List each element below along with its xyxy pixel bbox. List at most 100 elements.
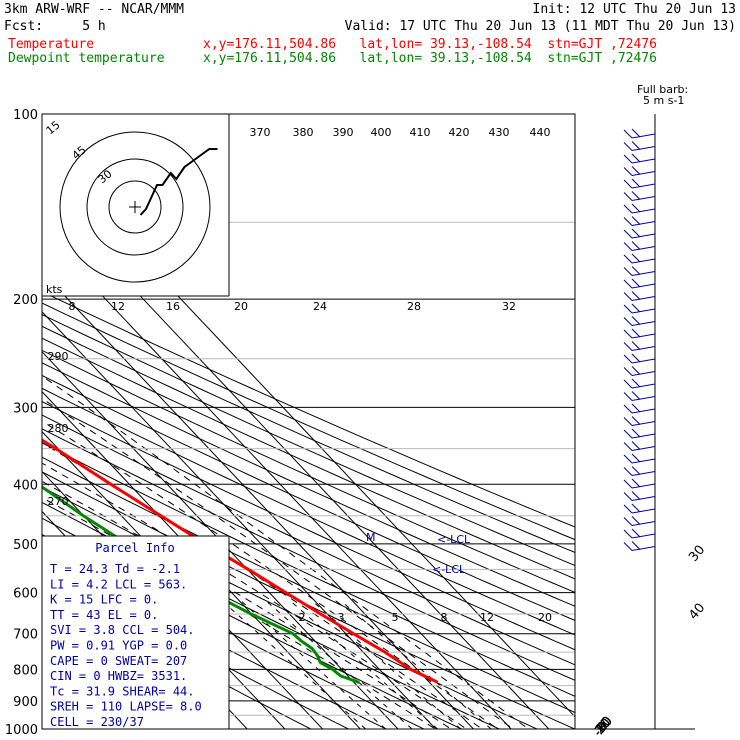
wind-barb xyxy=(623,229,633,239)
hodo-speed-tick: 20 xyxy=(234,300,248,313)
dry-adiabat-line xyxy=(42,456,575,714)
wind-barb xyxy=(631,421,656,426)
wind-barb xyxy=(631,396,656,401)
parcel-info-line: SVI = 3.8 CCL = 504. xyxy=(50,623,195,637)
wind-barb xyxy=(631,478,641,488)
dry-adiabat-line xyxy=(42,291,575,528)
isotherm-line xyxy=(0,114,33,740)
valid-time: Valid: 17 UTC Thu 20 Jun 13 (11 MDT Thu … xyxy=(344,19,736,34)
wind-barb xyxy=(631,253,641,263)
wind-barb xyxy=(631,221,656,226)
wind-barb xyxy=(631,258,656,264)
wind-barb xyxy=(631,466,641,475)
wind-barb xyxy=(631,528,641,538)
wind-barb xyxy=(631,246,656,251)
dry-adiabat-line xyxy=(42,428,575,681)
wind-barb xyxy=(631,346,656,351)
moist-adiabat-line xyxy=(42,375,530,729)
wind-barb xyxy=(631,146,656,151)
wind-barb xyxy=(631,283,656,289)
dewpoint-trace xyxy=(42,485,360,684)
dry-adiabat-line xyxy=(42,414,575,666)
wind-barb xyxy=(623,304,633,314)
moist-adiabat-line xyxy=(42,397,514,729)
wind-barb xyxy=(631,491,641,500)
wind-barb xyxy=(631,446,656,451)
wind-barb xyxy=(631,303,641,313)
wind-barb xyxy=(631,333,656,339)
isotherm-line xyxy=(42,350,399,729)
wind-barb xyxy=(631,428,641,438)
theta-tick-label: 290 xyxy=(48,350,69,363)
wind-barb xyxy=(623,267,633,276)
wind-barb xyxy=(623,204,633,214)
temperature-location: x,y=176.11,504.86 lat,lon= 39.13,-108.54… xyxy=(203,37,657,52)
hodo-speed-tick: 12 xyxy=(111,300,125,313)
wind-barb xyxy=(631,208,656,214)
hodograph-trace xyxy=(139,148,218,216)
wind-barb xyxy=(623,167,633,176)
wind-barb xyxy=(623,242,633,251)
parcel-info-line: SREH = 110 LAPSE= 8.0 xyxy=(50,700,202,714)
dry-adiabat-line xyxy=(42,325,575,567)
wind-barb xyxy=(623,542,633,551)
full-barb-units: 5 m s-1 xyxy=(643,94,684,107)
temperature-tick-label: 40 xyxy=(686,601,708,623)
wind-barb xyxy=(631,516,641,525)
dry-adiabat-line xyxy=(42,362,575,607)
theta-tick-label: 430 xyxy=(489,126,510,139)
wind-barb xyxy=(623,504,633,514)
lcl-annotation: <-LCL xyxy=(432,563,466,576)
wind-barb xyxy=(623,217,633,226)
pressure-tick-label: 800 xyxy=(13,663,38,678)
wind-barb xyxy=(623,179,633,189)
wind-barb xyxy=(631,278,641,288)
wind-barb xyxy=(631,216,641,225)
model-title: 3km ARW-WRF -- NCAR/MMM xyxy=(4,2,185,17)
theta-tick-label: 380 xyxy=(293,126,314,139)
wind-barb xyxy=(631,403,641,413)
moist-marker: M xyxy=(366,531,376,544)
wind-barb xyxy=(623,154,633,164)
wind-barb xyxy=(631,366,641,375)
moist-adiabat-line xyxy=(42,420,499,729)
wind-barb xyxy=(631,171,656,176)
wind-barb xyxy=(631,433,656,439)
theta-tick-label: 280 xyxy=(48,422,69,435)
mixing-ratio-label: 12 xyxy=(480,611,494,624)
dry-adiabat-line xyxy=(42,585,312,729)
wind-barb xyxy=(631,271,656,276)
parcel-info-line: TT = 43 EL = 0. xyxy=(50,608,158,622)
wind-barb xyxy=(631,158,656,164)
wind-barb xyxy=(623,417,633,426)
wind-barb xyxy=(631,291,641,300)
pressure-tick-label: 600 xyxy=(13,587,38,602)
pressure-tick-label: 100 xyxy=(13,108,38,123)
wind-barb xyxy=(631,308,656,314)
wind-barb xyxy=(631,416,641,425)
temperature-label: Temperature xyxy=(8,37,95,52)
wind-barb xyxy=(623,404,633,414)
dry-adiabat-line xyxy=(42,387,575,636)
wind-barb xyxy=(631,358,656,364)
pressure-tick-label: 700 xyxy=(13,628,38,643)
wind-barb xyxy=(631,153,641,163)
theta-tick-label: 400 xyxy=(371,126,392,139)
wind-barb xyxy=(631,266,641,275)
moist-adiabat-line xyxy=(42,480,452,729)
parcel-info-line: LI = 4.2 LCL = 563. xyxy=(50,577,187,591)
mixing-ratio-line xyxy=(222,600,366,729)
theta-tick-label: 410 xyxy=(410,126,431,139)
wind-barb xyxy=(631,533,656,539)
mixing-ratio-label: 5 xyxy=(392,611,399,624)
wind-barb xyxy=(631,546,656,551)
wind-barb xyxy=(631,453,641,463)
moist-adiabat-line xyxy=(42,442,483,729)
theta-tick-label: 270 xyxy=(48,495,69,508)
wind-barb xyxy=(631,541,641,550)
dry-adiabat-line xyxy=(42,337,575,580)
dry-adiabat-line xyxy=(42,400,575,651)
full-barb-label: Full barb: xyxy=(637,83,688,96)
theta-tick-label: 390 xyxy=(333,126,354,139)
wind-barb xyxy=(631,441,641,450)
